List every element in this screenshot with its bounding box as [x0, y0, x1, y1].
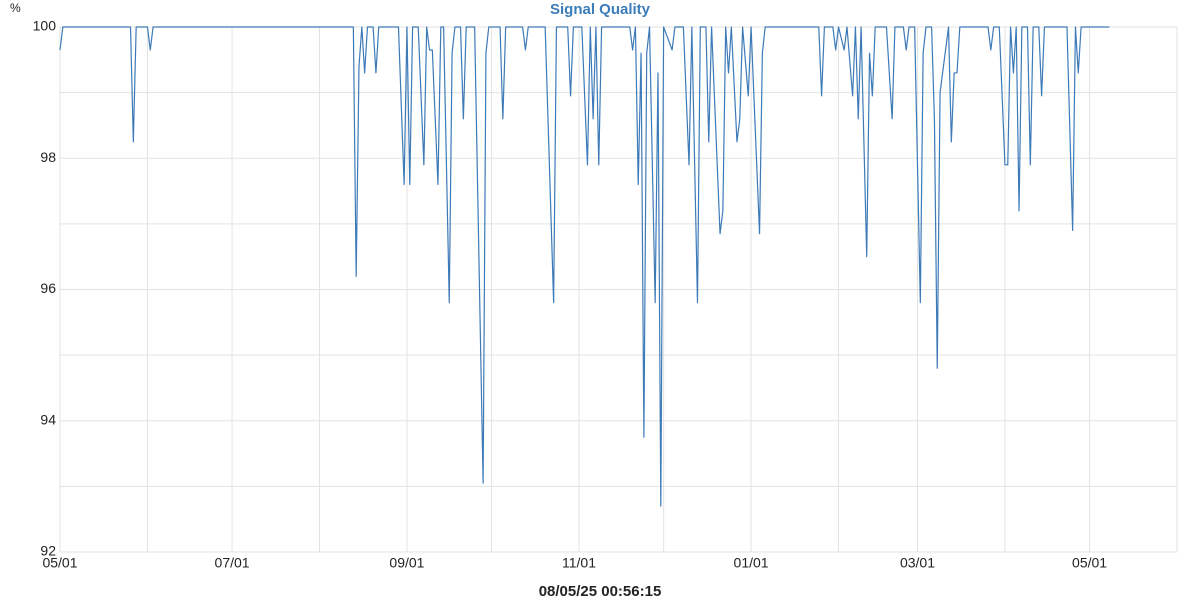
y-tick-label: 100 — [33, 18, 57, 34]
chart-title: Signal Quality — [550, 1, 651, 18]
x-tick-label: 01/01 — [734, 555, 769, 571]
y-tick-label: 98 — [40, 149, 56, 165]
data-line — [59, 26, 1110, 507]
x-tick-label: 07/01 — [215, 555, 250, 571]
x-tick-label: 11/01 — [562, 555, 596, 571]
y-unit: % — [10, 1, 21, 15]
x-tick-label: 05/01 — [42, 555, 77, 571]
footer-timestamp: 08/05/25 00:56:15 — [539, 583, 662, 600]
x-tick-label: 05/01 — [1072, 555, 1107, 571]
x-tick-label: 09/01 — [389, 555, 424, 571]
y-tick-label: 94 — [40, 411, 56, 427]
x-tick-label: 03/01 — [900, 555, 935, 571]
y-tick-label: 92 — [40, 543, 56, 559]
y-tick-label: 96 — [40, 280, 56, 296]
